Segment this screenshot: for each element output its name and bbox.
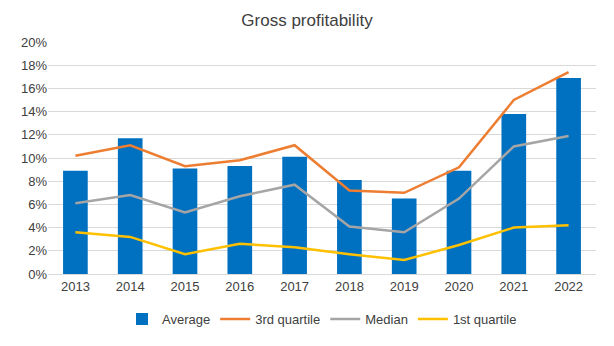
- svg-text:18%: 18%: [21, 58, 47, 73]
- svg-text:2019: 2019: [390, 279, 419, 294]
- svg-text:2%: 2%: [28, 243, 47, 258]
- svg-text:10%: 10%: [21, 151, 47, 166]
- svg-text:0%: 0%: [28, 267, 47, 282]
- svg-text:8%: 8%: [28, 174, 47, 189]
- svg-text:16%: 16%: [21, 81, 47, 96]
- svg-text:2016: 2016: [225, 279, 254, 294]
- svg-text:2017: 2017: [280, 279, 309, 294]
- svg-text:2015: 2015: [171, 279, 200, 294]
- svg-text:12%: 12%: [21, 127, 47, 142]
- svg-text:2020: 2020: [445, 279, 474, 294]
- svg-text:2022: 2022: [554, 279, 583, 294]
- svg-text:Gross profitability: Gross profitability: [241, 11, 373, 30]
- svg-text:6%: 6%: [28, 197, 47, 212]
- svg-text:2018: 2018: [335, 279, 364, 294]
- svg-text:1st quartile: 1st quartile: [453, 312, 517, 327]
- svg-text:2014: 2014: [116, 279, 145, 294]
- svg-text:Average: Average: [162, 312, 210, 327]
- svg-text:2021: 2021: [499, 279, 528, 294]
- svg-text:3rd quartile: 3rd quartile: [255, 312, 320, 327]
- svg-text:2013: 2013: [61, 279, 90, 294]
- svg-text:20%: 20%: [21, 35, 47, 50]
- svg-text:Median: Median: [365, 312, 408, 327]
- svg-text:14%: 14%: [21, 104, 47, 119]
- svg-text:4%: 4%: [28, 220, 47, 235]
